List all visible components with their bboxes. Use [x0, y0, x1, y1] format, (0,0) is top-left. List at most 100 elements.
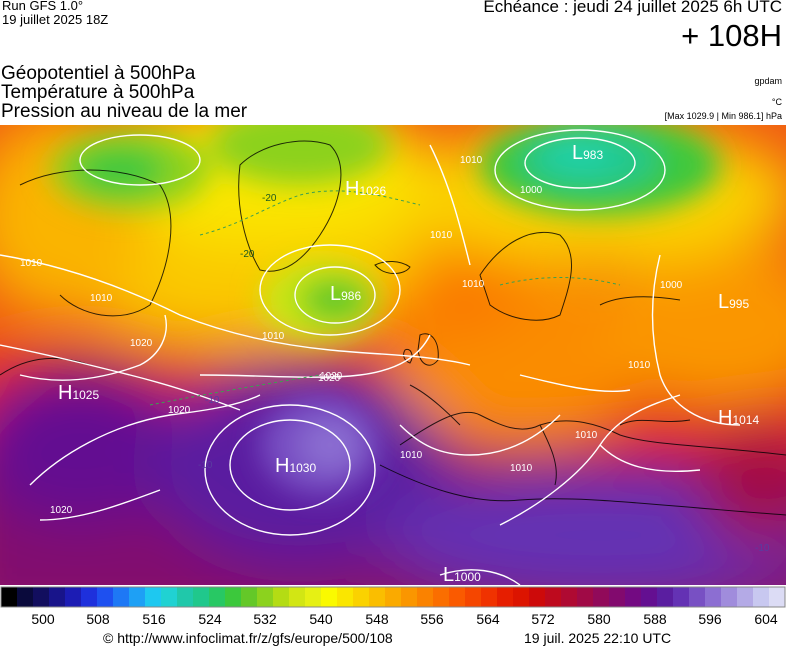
legend-swatch — [753, 587, 770, 607]
temperature-label: -10 — [755, 543, 770, 554]
legend-swatch — [81, 587, 98, 607]
isobar-label: 1010 — [575, 430, 598, 441]
legend-swatch — [689, 587, 706, 607]
legend-swatch — [241, 587, 258, 607]
legend-swatch — [513, 587, 530, 607]
isobar-label: 1020 — [130, 338, 153, 349]
legend-swatch — [177, 587, 194, 607]
legend-tick: 596 — [698, 611, 722, 627]
legend-swatch — [145, 587, 162, 607]
legend-swatch — [449, 587, 466, 607]
unit-geopotential: gpdam — [754, 76, 782, 86]
color-scale-legend — [0, 586, 786, 608]
pressure-center-low: L983 — [572, 142, 604, 164]
legend-swatch — [337, 587, 354, 607]
legend-swatch — [353, 587, 370, 607]
legend-swatch — [481, 587, 498, 607]
legend-tick: 588 — [643, 611, 667, 627]
legend-swatch — [577, 587, 594, 607]
pressure-center-high: H1030 — [275, 455, 317, 477]
pressure-center-low: L986 — [330, 283, 362, 305]
pressure-center-high: H1025 — [58, 382, 100, 404]
param-temperature: Température à 500hPa — [1, 82, 195, 103]
legend-tick: 540 — [309, 611, 333, 627]
legend-swatch — [609, 587, 626, 607]
legend-swatch — [193, 587, 210, 607]
isobar-label: 1000 — [660, 280, 683, 291]
pressure-center-high: H1026 — [345, 178, 387, 200]
legend-tick: 572 — [531, 611, 555, 627]
legend-swatch — [225, 587, 242, 607]
generated-timestamp: 19 juil. 2025 22:10 UTC — [524, 630, 672, 646]
unit-temperature: °C — [771, 97, 782, 107]
isobar-label: 1010 — [460, 155, 483, 166]
legend-swatch — [545, 587, 562, 607]
forecast-horizon: + 108H — [681, 18, 782, 53]
legend-tick: 580 — [587, 611, 611, 627]
legend-frame — [0, 586, 786, 608]
legend-swatch — [49, 587, 66, 607]
legend-swatch — [769, 587, 786, 607]
isobar-label: 1010 — [262, 331, 285, 342]
legend-swatch — [641, 587, 658, 607]
legend-swatch — [17, 587, 34, 607]
legend-swatch — [401, 587, 418, 607]
isobar-label: 1010 — [90, 293, 113, 304]
isobar-label: 1020 — [320, 371, 343, 382]
isobar-label: 1010 — [400, 450, 423, 461]
legend-swatch — [593, 587, 610, 607]
run-date: 19 juillet 2025 18Z — [2, 12, 109, 27]
legend-swatch — [497, 587, 514, 607]
weather-map — [0, 125, 786, 585]
legend-tick: 604 — [754, 611, 778, 627]
legend-swatch — [737, 587, 754, 607]
temperature-label: -20 — [262, 193, 277, 204]
legend-swatch — [97, 587, 114, 607]
legend-swatch — [33, 587, 50, 607]
legend-swatch — [113, 587, 130, 607]
legend-swatch — [289, 587, 306, 607]
legend-swatch — [321, 587, 338, 607]
legend-swatch — [305, 587, 322, 607]
legend-swatch — [65, 587, 82, 607]
legend-swatch — [129, 587, 146, 607]
isobar-label: 1020 — [318, 373, 341, 384]
legend-tick: 532 — [253, 611, 277, 627]
legend-swatch — [273, 587, 290, 607]
isobar-label: 1010 — [628, 360, 651, 371]
param-geopotential: Géopotentiel à 500hPa — [1, 63, 196, 84]
isobar-label: 1010 — [20, 258, 43, 269]
temperature-label: -20 — [240, 249, 255, 260]
isobars — [0, 129, 741, 585]
legend-swatch — [385, 587, 402, 607]
isobar-label: 1020 — [168, 405, 191, 416]
legend-swatch — [657, 587, 674, 607]
legend-swatch — [721, 587, 738, 607]
pressure-center-high: H1014 — [718, 407, 760, 429]
run-title: Run GFS 1.0° — [2, 0, 84, 13]
temperature-label: -10 — [198, 460, 213, 471]
legend-tick: 548 — [365, 611, 389, 627]
pressure-center-low: L1000 — [443, 564, 481, 586]
isobar-label: 1010 — [510, 463, 533, 474]
legend-swatch — [1, 587, 18, 607]
legend-swatch — [417, 587, 434, 607]
legend-swatch — [369, 587, 386, 607]
legend-tick: 564 — [476, 611, 500, 627]
legend-swatch — [161, 587, 178, 607]
isobar-label: 1020 — [50, 505, 73, 516]
legend-swatch — [673, 587, 690, 607]
isobar-label: 1010 — [430, 230, 453, 241]
legend-swatch — [257, 587, 274, 607]
legend-swatch — [705, 587, 722, 607]
legend-swatch — [625, 587, 642, 607]
geopotential-field — [0, 125, 786, 585]
legend-tick: 556 — [420, 611, 444, 627]
legend-tick: 516 — [142, 611, 166, 627]
temperature-label: -10 — [205, 395, 220, 406]
pressure-center-low: L995 — [718, 291, 750, 313]
legend-swatch — [433, 587, 450, 607]
legend-swatch — [209, 587, 226, 607]
temperature-isolines — [149, 190, 621, 406]
source-link[interactable]: © http://www.infoclimat.fr/z/gfs/europe/… — [103, 630, 393, 646]
